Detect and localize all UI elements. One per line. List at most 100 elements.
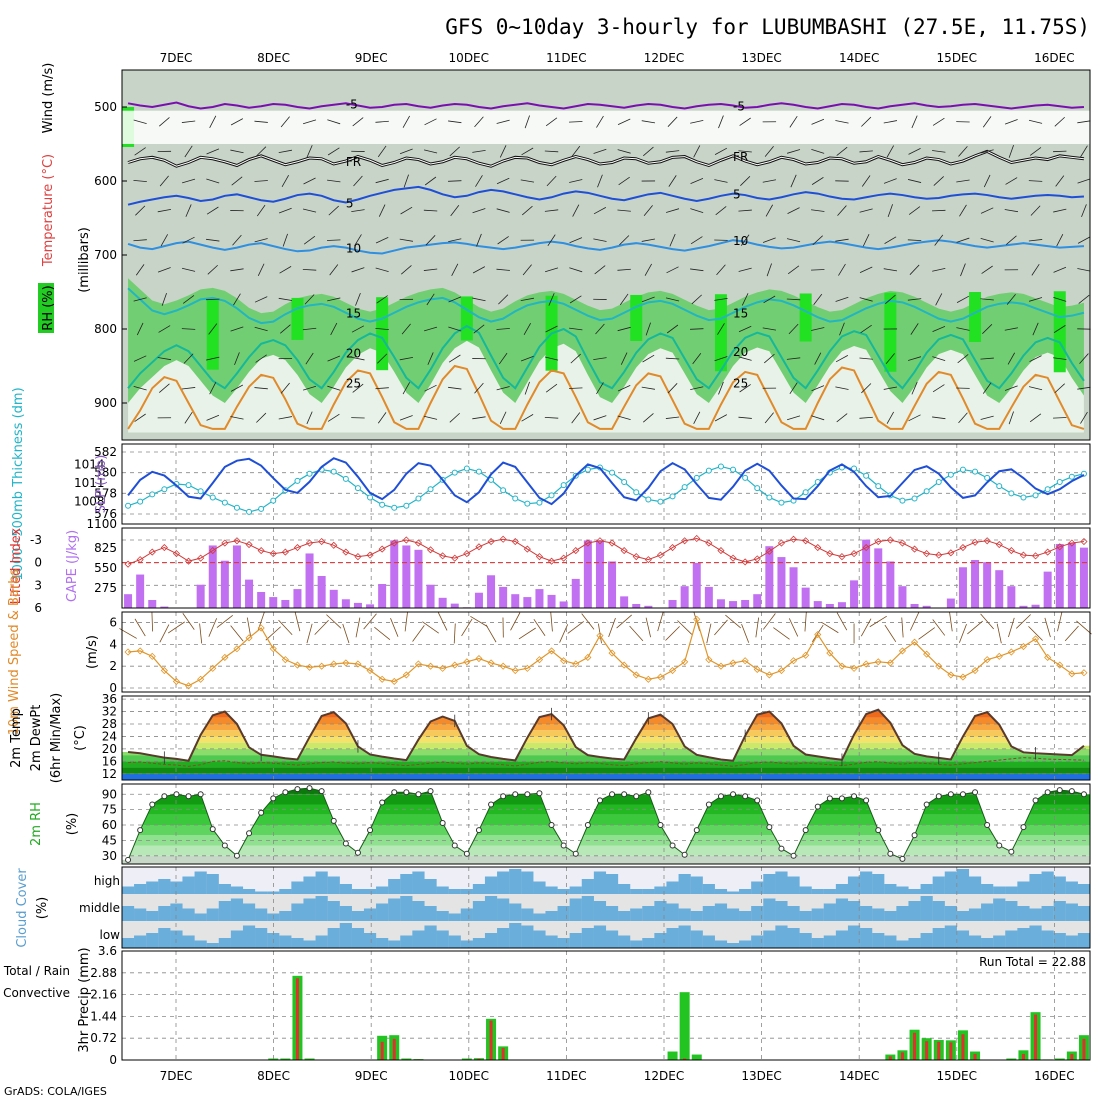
cloud-middle-bar: [497, 898, 510, 921]
wind-barb: [982, 382, 992, 394]
isotherm-10: [127, 239, 1085, 255]
rh-point: [161, 793, 168, 800]
wind-barb: [762, 387, 777, 389]
wind-barb: [158, 383, 170, 393]
cloud-middle-bar: [956, 911, 970, 921]
isotherm-label: 20: [733, 345, 748, 359]
surface-wind-barb: [278, 619, 293, 636]
wind-barb: [424, 384, 437, 392]
rh-saturated-patch: [969, 292, 982, 342]
wind-barb: [354, 234, 362, 247]
cloud-high-bar: [630, 889, 643, 894]
wind-speed-point: [136, 647, 144, 655]
slp-tick: 1011: [74, 476, 105, 490]
wind-barb: [547, 234, 556, 247]
thickness-point: [923, 488, 930, 495]
wind-barb: [182, 295, 195, 304]
chart-title: GFS 0~10day 3-hourly for LUBUMBASHI (27.…: [445, 15, 1090, 39]
cloud-high-bar: [424, 879, 437, 894]
cloud-low-bar: [472, 938, 486, 948]
surface-wind-barb: [342, 623, 350, 644]
thickness-point: [536, 499, 543, 506]
surface-wind-barb: [909, 612, 920, 631]
wind-speed-point: [584, 653, 592, 662]
wind-barb: [327, 239, 341, 241]
wind-barb: [448, 326, 462, 332]
wind-barb: [887, 204, 893, 218]
wind-speed-point: [959, 673, 967, 681]
wind-barb: [569, 267, 583, 273]
wind-barb: [691, 294, 702, 305]
wind-barb: [617, 385, 631, 392]
time-label-bottom: 11DEC: [546, 1069, 586, 1083]
wind-barb: [883, 328, 898, 330]
time-label-bottom: 15DEC: [937, 1069, 977, 1083]
rh-point: [693, 827, 700, 834]
wind-barb: [641, 296, 655, 303]
cloud-low-bar: [932, 928, 945, 948]
time-label-top: 12DEC: [644, 51, 684, 65]
cloud-low-bar: [642, 938, 655, 948]
wind-speed-point: [1044, 653, 1052, 662]
wind-barb: [859, 150, 873, 153]
wind-barb: [690, 119, 704, 124]
wind-barb: [451, 263, 459, 276]
cape-bar: [535, 589, 544, 608]
wind-barb: [157, 417, 172, 419]
lifted-index-point: [753, 555, 761, 563]
cloud-middle-bar: [533, 913, 546, 921]
surface-wind-barb: [134, 618, 146, 637]
cloud-middle-bar: [642, 906, 655, 921]
rh-point: [185, 793, 192, 800]
lifted-index-point: [209, 547, 217, 555]
cape-bar: [741, 600, 750, 608]
rh-point: [427, 788, 434, 795]
cape-bar: [1031, 604, 1040, 608]
thickness-line: [127, 465, 1085, 513]
surface-wind-barb: [167, 621, 185, 634]
wind-speed-point: [342, 659, 350, 667]
rh-tick: 75: [102, 803, 117, 817]
cloud-high-bar: [327, 876, 340, 894]
cloud-low-bar: [1005, 930, 1018, 948]
wind-barb: [1081, 204, 1087, 217]
wind-barb: [327, 179, 341, 183]
lifted-index-point: [668, 543, 677, 552]
cape-bar: [595, 540, 604, 608]
rh-band: [122, 788, 1090, 795]
thickness-point: [185, 482, 192, 489]
wind-speed-point: [487, 659, 495, 667]
wind-barb: [935, 293, 943, 306]
cloud-low-bar: [981, 938, 994, 948]
rh-point: [669, 842, 676, 849]
lifted-index-point: [765, 547, 773, 555]
wind-barb: [206, 148, 220, 155]
rh-point: [1068, 788, 1075, 795]
rh-point: [209, 826, 216, 833]
wind-barb: [593, 148, 607, 154]
wind-barb: [836, 413, 848, 423]
surface-wind-barb: [996, 623, 1002, 644]
surface-wind-barb: [901, 617, 904, 638]
cape-bar: [1067, 542, 1076, 608]
rh-saturated-patch: [206, 298, 219, 370]
cloud-low-bar: [654, 933, 667, 948]
thickness-point: [1020, 494, 1027, 501]
surface-wind-barb: [1015, 614, 1031, 629]
wind-speed-point: [814, 630, 822, 639]
surface-wind-barb: [677, 620, 693, 635]
lifted-index-point: [898, 539, 907, 547]
wind-barb: [981, 265, 993, 274]
wind-barb: [932, 209, 946, 212]
wind-barb: [693, 411, 701, 424]
rh-band: [122, 794, 1090, 805]
rh-point: [935, 793, 942, 800]
surface-wind-barb: [159, 624, 170, 643]
cloud-high-bar: [460, 889, 473, 894]
rh-point: [197, 791, 204, 798]
rh2m-units-label: (%): [65, 813, 80, 836]
lifted-index-point: [366, 551, 374, 559]
rh-point: [947, 791, 954, 798]
cloud-high-bar: [618, 884, 631, 894]
cloud-middle-bar: [557, 906, 570, 921]
